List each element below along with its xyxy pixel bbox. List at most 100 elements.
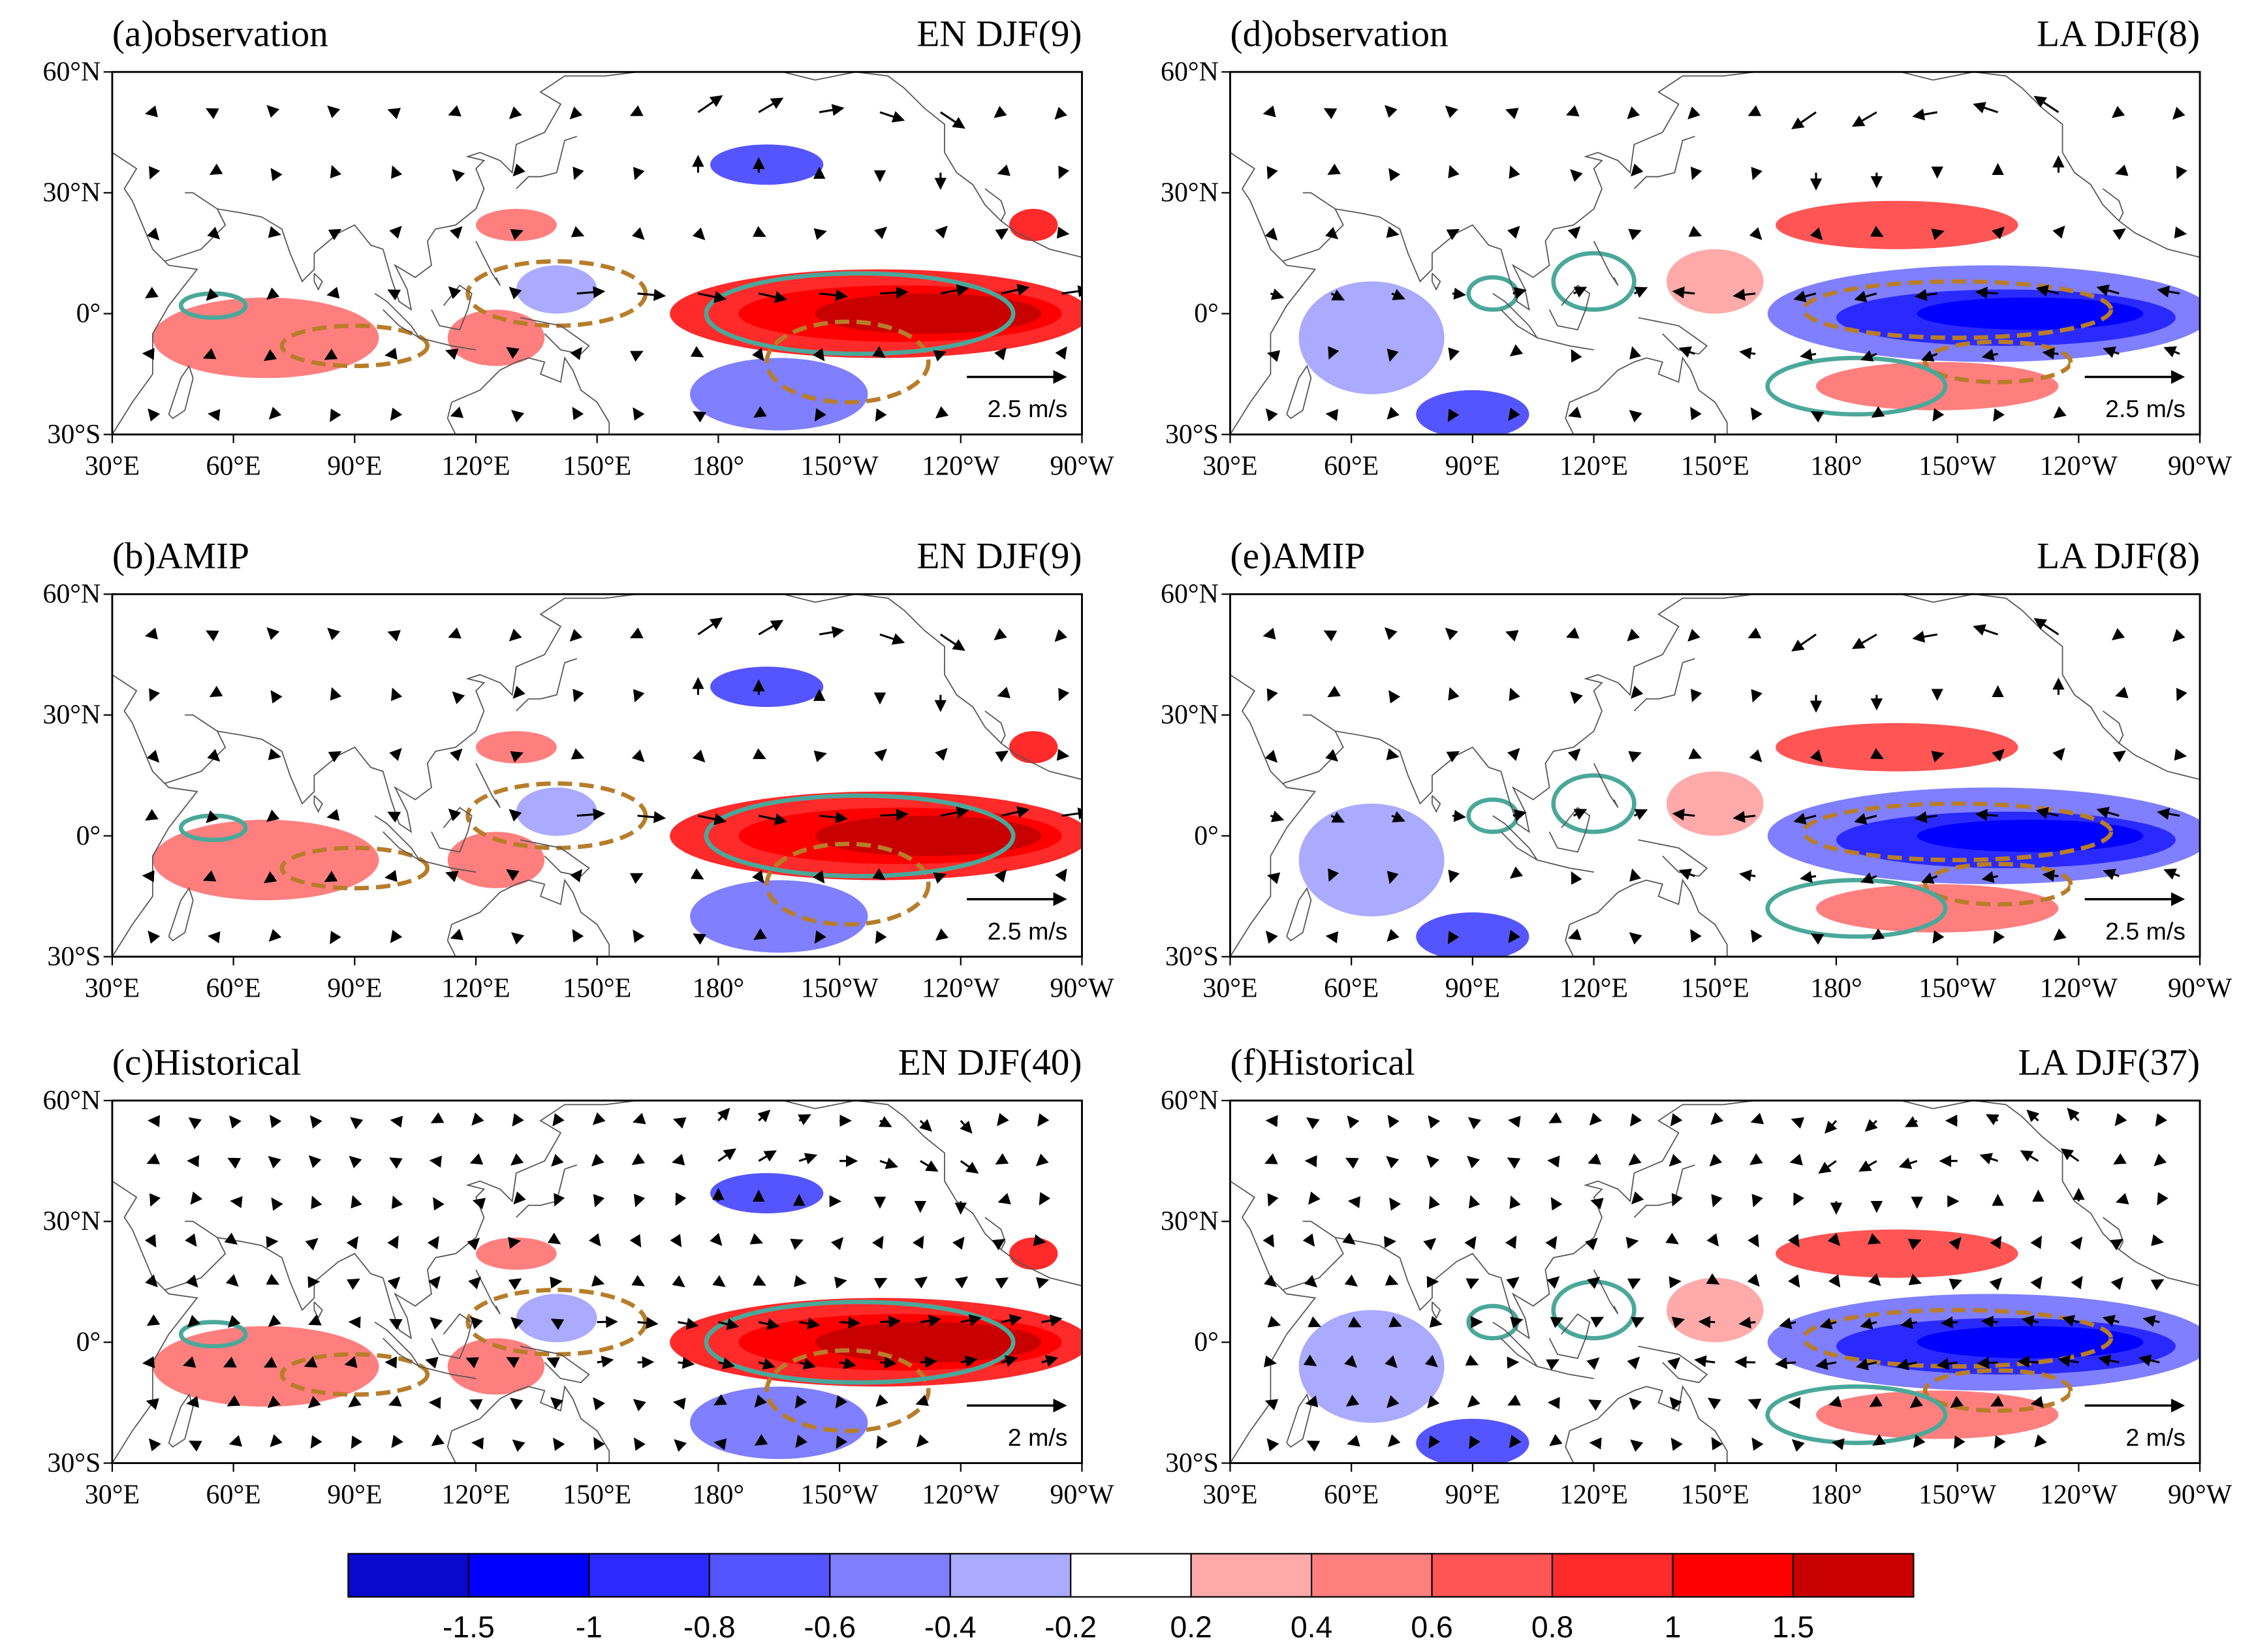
wind-vector bbox=[2033, 617, 2060, 636]
wind-vector bbox=[324, 871, 338, 882]
coastline bbox=[1569, 356, 1728, 435]
wind-vector bbox=[512, 1113, 524, 1127]
lon-tick-label: 150°W bbox=[1919, 1480, 1997, 1510]
wind-vector bbox=[1001, 1314, 1022, 1326]
lon-tick-label: 150°W bbox=[801, 451, 879, 481]
wind-vector bbox=[263, 349, 277, 362]
lon-tick-label: 90°E bbox=[327, 973, 382, 1003]
wind-vector bbox=[445, 871, 459, 882]
wind-vector bbox=[1990, 1236, 2002, 1249]
wind-vector bbox=[449, 748, 463, 762]
wind-vector bbox=[145, 809, 159, 821]
wind-vector bbox=[1747, 105, 1762, 116]
lon-tick-label: 150°E bbox=[563, 451, 631, 481]
wind-vector bbox=[546, 1357, 560, 1369]
wind-vector bbox=[206, 108, 219, 119]
wind-vector bbox=[1993, 408, 2005, 422]
shading bbox=[1416, 390, 1529, 435]
wind-vector bbox=[506, 347, 520, 359]
wind-vector bbox=[812, 870, 825, 884]
wind-vector bbox=[330, 164, 342, 179]
wind-vector bbox=[1262, 1234, 1274, 1248]
wind-vector bbox=[1588, 1399, 1602, 1411]
wind-vector bbox=[268, 1155, 281, 1169]
wind-vector bbox=[576, 286, 606, 298]
wind-vector bbox=[510, 228, 524, 241]
colorbar: -1.5 -1 -0.8 -0.6 -0.4 -0.2 0.2 0.4 0.6 0.8 1 1.5 bbox=[347, 1553, 1915, 1644]
wind-vector bbox=[188, 1117, 202, 1130]
wind-vector bbox=[633, 407, 645, 421]
wind-vector bbox=[1828, 1274, 1841, 1288]
wind-vector bbox=[1386, 748, 1400, 760]
wind-vector bbox=[1509, 687, 1520, 702]
wind-vector bbox=[2058, 1354, 2079, 1367]
lon-tick-label: 30°E bbox=[1202, 451, 1257, 481]
coastline bbox=[446, 924, 456, 957]
coastline bbox=[1230, 151, 1317, 435]
wind-vector bbox=[692, 749, 706, 763]
wind-vector bbox=[629, 105, 644, 116]
wind-vector bbox=[311, 1195, 322, 1209]
wind-vector bbox=[994, 106, 1007, 118]
contour bbox=[1765, 1384, 1948, 1446]
wind-vector bbox=[994, 628, 1007, 640]
wind-vector bbox=[471, 1112, 484, 1126]
wind-vector bbox=[1565, 627, 1580, 639]
wind-vector bbox=[630, 873, 644, 884]
shading bbox=[710, 144, 824, 185]
lat-tick-label: 60°N bbox=[42, 1085, 101, 1115]
wind-vector bbox=[2052, 225, 2065, 239]
wind-vector bbox=[509, 287, 522, 300]
coastline bbox=[446, 1430, 456, 1463]
wind-vector bbox=[1447, 931, 1460, 944]
wind-vector bbox=[710, 1232, 723, 1246]
coastline bbox=[516, 1164, 578, 1218]
wind-vector bbox=[1061, 285, 1082, 298]
wind-vector bbox=[2138, 1354, 2160, 1367]
wind-vector bbox=[1056, 226, 1070, 239]
wind-vector bbox=[1388, 690, 1401, 704]
wind-vector bbox=[202, 348, 217, 360]
wind-vector bbox=[1912, 108, 1937, 121]
wind-vector bbox=[1508, 929, 1520, 943]
wind-vector bbox=[819, 811, 848, 824]
wind-vector bbox=[1570, 169, 1583, 182]
wind-vector bbox=[328, 228, 342, 241]
wind-vector bbox=[1386, 1155, 1400, 1169]
wind-vector bbox=[1304, 1275, 1317, 1288]
wind-vector bbox=[1989, 1277, 2003, 1290]
coastline bbox=[1565, 924, 1574, 957]
coastline bbox=[1638, 317, 1708, 355]
lat-tick-label: 30°N bbox=[42, 1207, 101, 1237]
wind-vector bbox=[995, 751, 1009, 762]
wind-vector bbox=[551, 1153, 564, 1167]
wind-vector bbox=[1710, 1112, 1724, 1125]
wind-vector bbox=[304, 1356, 318, 1368]
wind-vector bbox=[1264, 227, 1278, 241]
wind-vector bbox=[1631, 163, 1644, 177]
wind-vector bbox=[872, 346, 886, 358]
wind-vector bbox=[1387, 1114, 1400, 1129]
wind-vector bbox=[448, 105, 462, 117]
wind-vector bbox=[2030, 1236, 2042, 1249]
wind-vector bbox=[633, 1399, 646, 1412]
lon-tick-label: 60°E bbox=[206, 1480, 261, 1510]
wind-vector bbox=[569, 106, 583, 119]
wind-vector bbox=[1587, 1277, 1601, 1289]
colorbar-label: 0.8 bbox=[1531, 1610, 1573, 1644]
wind-vector bbox=[588, 1233, 601, 1247]
wind-vector bbox=[1869, 1395, 1883, 1407]
wind-vector bbox=[592, 1112, 606, 1125]
wind-vector bbox=[1509, 1195, 1521, 1209]
wind-vector bbox=[1787, 1234, 1800, 1248]
lon-tick-label: 90°W bbox=[2168, 1480, 2232, 1510]
wind-vector bbox=[1871, 406, 1885, 418]
lat-tick-label: 0° bbox=[1194, 1328, 1219, 1358]
wind-vector bbox=[1568, 928, 1582, 941]
wind-vector bbox=[268, 929, 282, 942]
wind-vector bbox=[467, 1238, 480, 1251]
wind-vector bbox=[145, 287, 159, 299]
coastline bbox=[451, 879, 610, 957]
wind-vector bbox=[1932, 930, 1945, 944]
colorbar-label: -0.4 bbox=[924, 1610, 977, 1644]
